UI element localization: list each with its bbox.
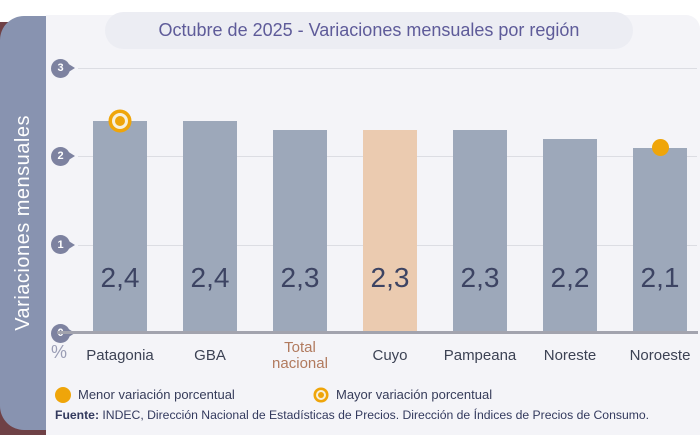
max-variation-donut-icon [318,391,324,398]
source-note: Fuente: INDEC, Dirección Nacional de Est… [55,408,649,422]
bar-value-label: 2,3 [280,261,320,293]
x-label-gba: GBA [194,347,226,364]
bar-value-label: 2,2 [550,261,590,293]
min-variation-marker-icon [651,138,669,156]
min-variation-dot-icon [55,386,71,403]
max-variation-marker-icon [115,116,125,126]
bar-gba: 2,4 [183,121,237,332]
bar-total-nacional: 2,3 [273,129,327,332]
legend-min-label: Menor variación porcentual [78,387,235,402]
x-label-pampeana: Pampeana [443,347,517,364]
gridline-y3 [78,68,697,69]
legend-max-label: Mayor variación porcentual [336,387,493,402]
percent-unit-label: % [51,342,68,362]
bar-value-label: 2,4 [190,261,230,293]
bar-noreste: 2,2 [543,138,597,332]
bar-value-label: 2,3 [370,261,410,293]
y-tick-3: 3 [51,58,75,78]
x-label-patagonia: Patagonia [86,347,154,364]
chart-title-pill: Octubre de 2025 - Variaciones mensuales … [105,12,633,49]
y-axis-title-band: Variaciones mensuales [0,16,46,430]
chart-title: Octubre de 2025 - Variaciones mensuales … [158,20,580,40]
y-tick-2: 2 [51,146,75,166]
legend-item-min: Menor variación porcentual [55,386,235,403]
source-text: INDEC, Dirección Nacional de Estadística… [99,408,650,422]
bar-cuyo: 2,3 [363,129,417,332]
source-prefix: Fuente: [55,408,100,422]
bar-patagonia: 2,4 [93,121,147,332]
bar-pampeana: 2,3 [453,129,507,332]
bar-value-label: 2,4 [100,261,140,293]
x-label-total-nacional: Total nacional [272,339,328,372]
bar-noroeste: 2,1 [633,147,687,332]
x-label-noreste: Noreste [543,347,597,364]
bar-value-label: 2,3 [460,261,500,293]
y-tick-1: 1 [51,235,75,255]
x-label-noroeste: Noroeste [629,347,691,364]
bar-value-label: 2,1 [640,261,680,293]
x-axis-line [57,331,698,334]
x-label-cuyo: Cuyo [372,347,408,364]
legend-item-max: Mayor variación porcentual [313,386,492,403]
